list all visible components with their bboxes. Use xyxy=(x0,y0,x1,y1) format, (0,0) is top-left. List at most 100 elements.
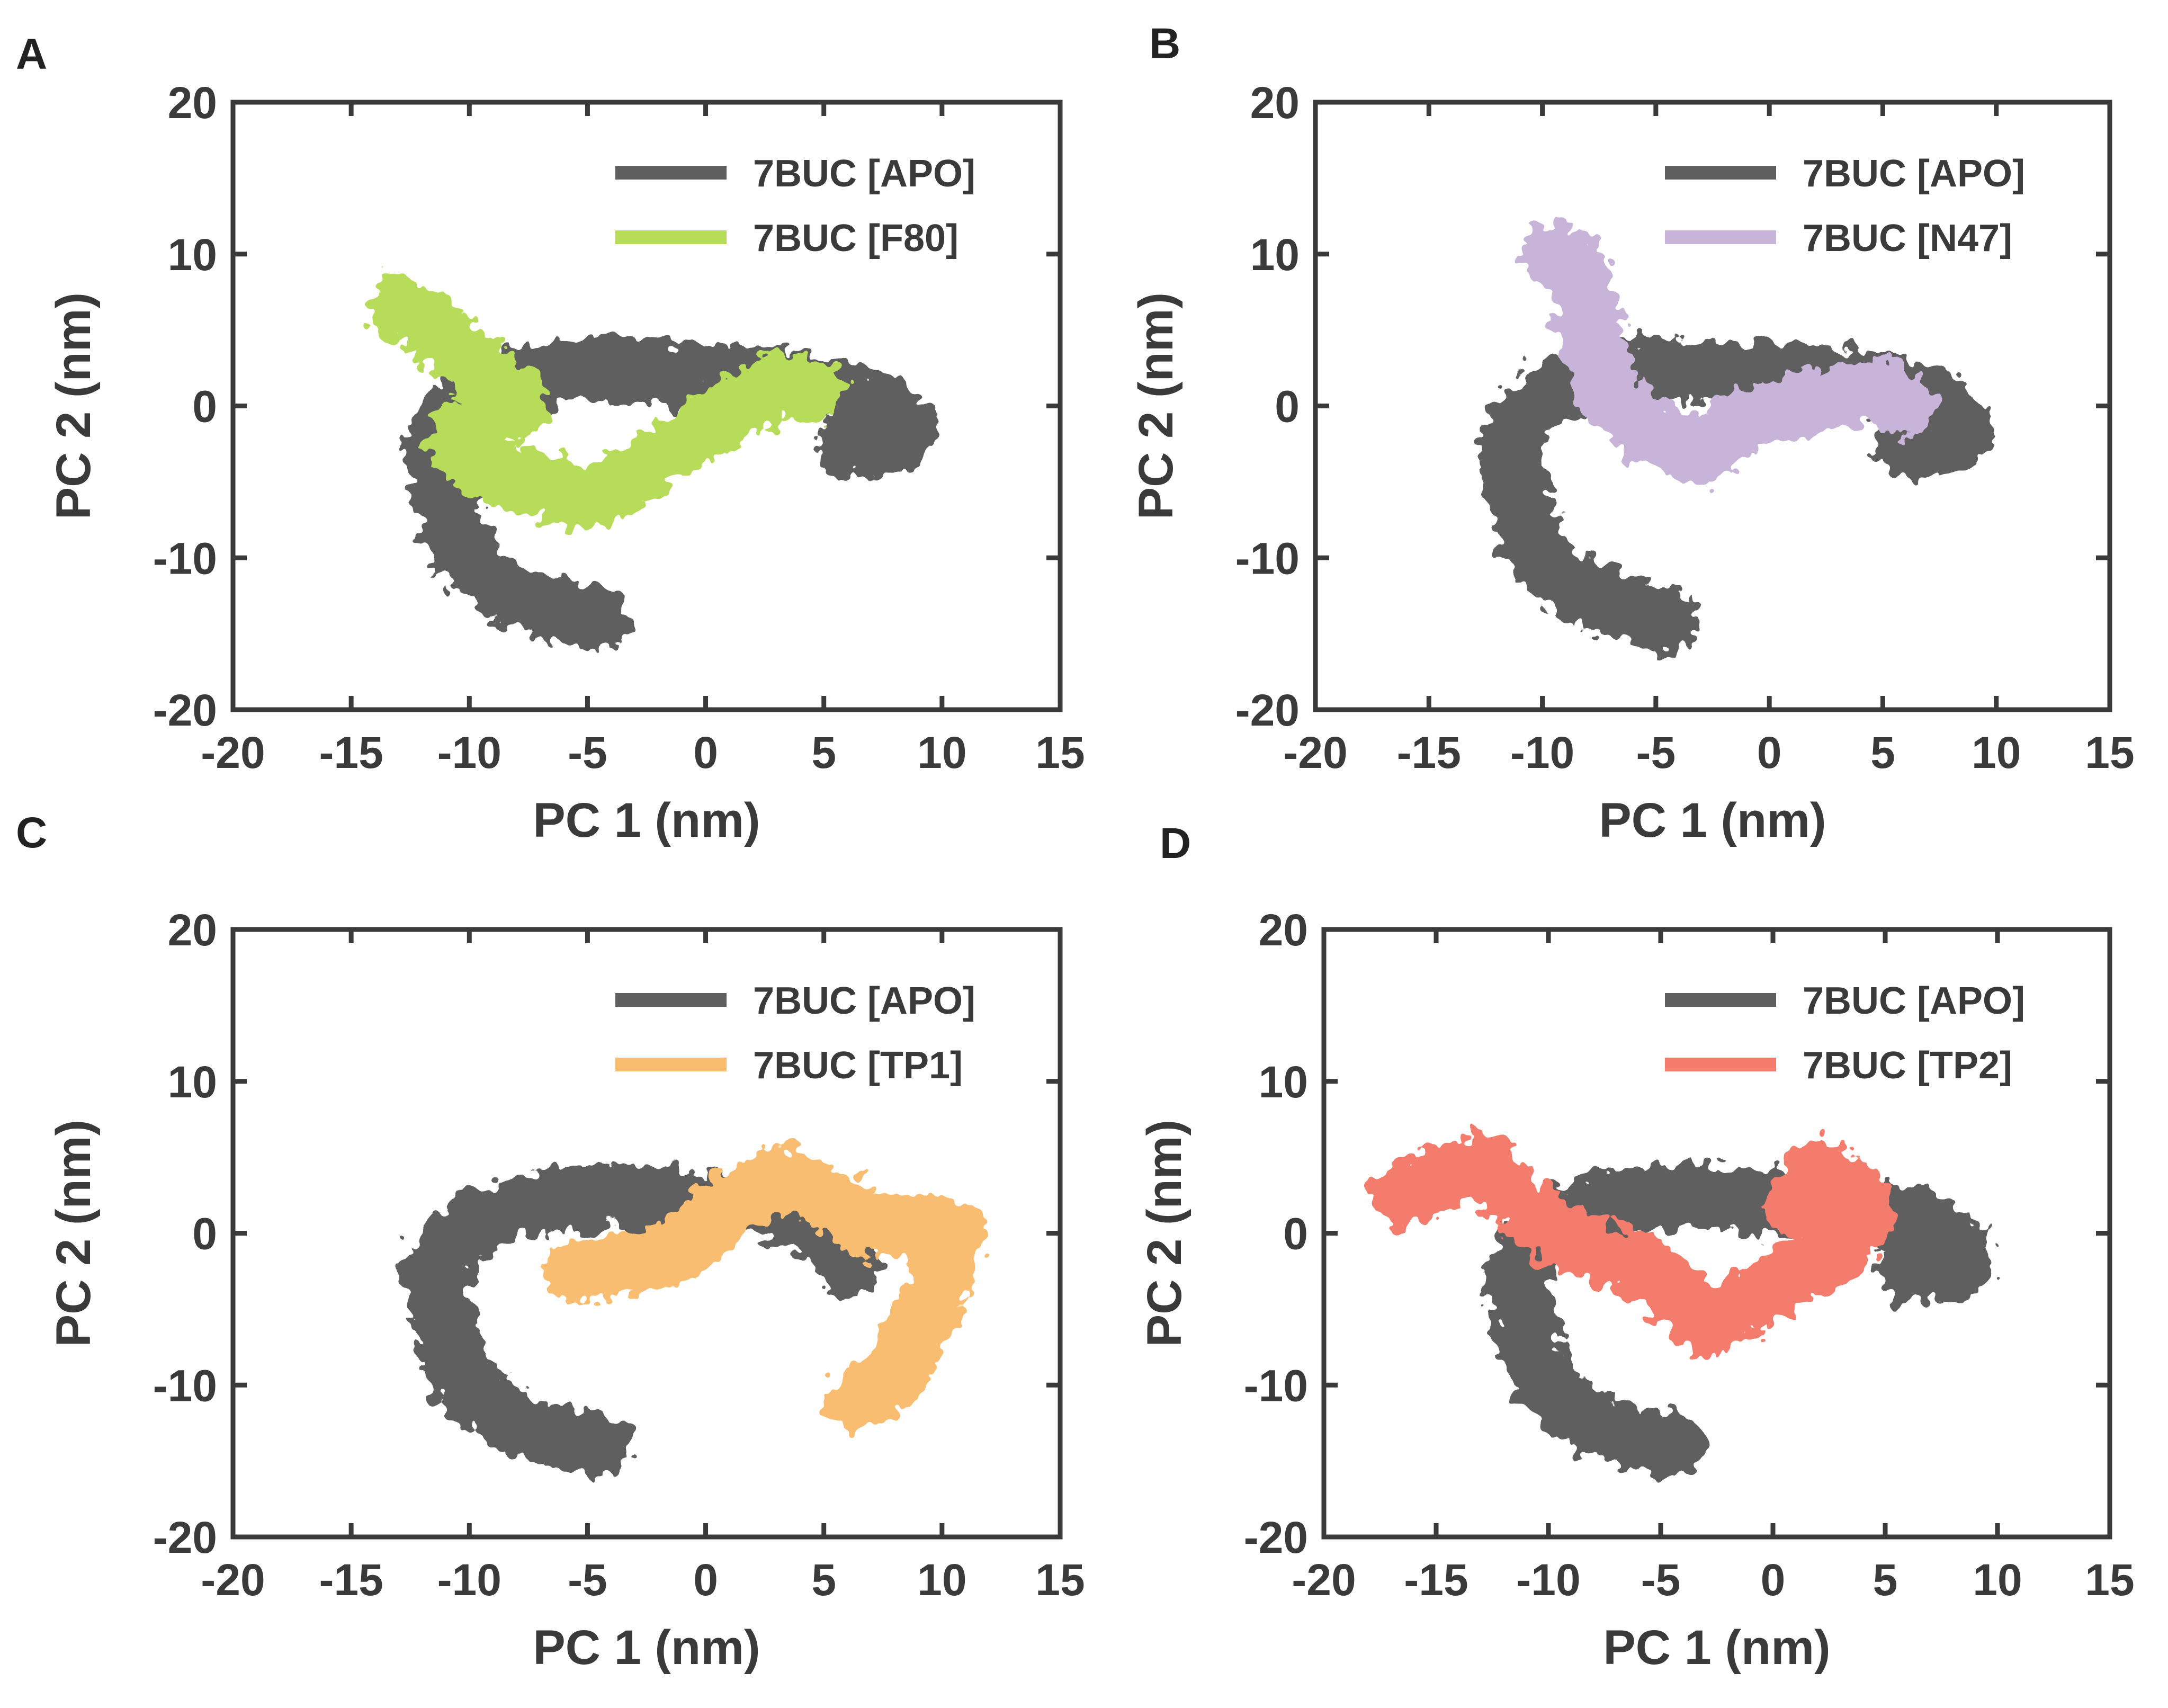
series-0-point xyxy=(1523,360,1584,422)
series-1-point xyxy=(698,382,760,444)
x-tick-label: 10 xyxy=(1973,1555,2022,1605)
series-1-point xyxy=(486,375,548,437)
plot-area xyxy=(1476,222,1994,650)
y-axis-label: PC 2 (nm) xyxy=(1137,1120,1191,1347)
series-0-point xyxy=(580,337,642,399)
series-1-point xyxy=(651,413,713,475)
series-1-point xyxy=(1580,368,1642,430)
series-1-point xyxy=(911,1248,973,1310)
series-1-group xyxy=(366,275,844,529)
panel-label: B xyxy=(1149,20,1180,68)
x-axis-label: PC 1 (nm) xyxy=(1603,1621,1830,1675)
series-1-point xyxy=(746,1149,808,1211)
y-tick-label: -10 xyxy=(153,533,217,583)
x-tick-label: 5 xyxy=(811,728,836,777)
series-0-point xyxy=(1922,1240,1984,1302)
y-tick-label: 0 xyxy=(192,1209,217,1259)
x-tick-label: 0 xyxy=(1761,1555,1786,1605)
x-tick-label: -10 xyxy=(1510,728,1574,777)
legend: 7BUC [APO] 7BUC [F80] xyxy=(615,153,975,260)
series-1-group xyxy=(1370,1133,1895,1356)
series-1-point xyxy=(1719,1271,1781,1333)
legend-label-0: 7BUC [APO] xyxy=(753,980,975,1022)
x-tick-label: -10 xyxy=(1516,1555,1580,1605)
series-1-point xyxy=(1806,368,1868,430)
x-tick-label: -5 xyxy=(568,1555,607,1605)
y-tick-label: -20 xyxy=(153,1513,217,1562)
series-1-point xyxy=(1670,421,1732,482)
x-tick-label: -20 xyxy=(201,728,265,777)
series-1-point xyxy=(840,1195,902,1257)
y-tick-label: 20 xyxy=(168,78,217,128)
y-tick-label: -20 xyxy=(153,685,217,735)
x-tick-label: -20 xyxy=(201,1555,265,1605)
series-0-point xyxy=(1719,1172,1781,1234)
legend-label-1: 7BUC [TP2] xyxy=(1803,1044,2012,1087)
y-tick-label: -20 xyxy=(1235,685,1300,735)
series-1-point xyxy=(781,360,843,422)
series-1-point xyxy=(698,1172,760,1234)
x-tick-label: -20 xyxy=(1283,728,1347,777)
x-tick-label: -15 xyxy=(1397,728,1461,777)
y-axis-label: PC 2 (nm) xyxy=(1129,292,1183,520)
chart-panel-c: C -20 -15 -10 -5 0 5 10 15 -20 -10 0 10 20 PC 1 (nm) PC… xyxy=(16,809,1085,1675)
series-1-group xyxy=(1522,222,1938,484)
x-tick-label: 15 xyxy=(1035,1555,1085,1605)
y-tick-label: 20 xyxy=(1250,78,1300,128)
y-tick-label: -10 xyxy=(1244,1361,1308,1410)
x-tick-label: 15 xyxy=(2085,728,2134,777)
series-1-point xyxy=(557,466,619,528)
series-1-point xyxy=(1875,375,1937,437)
legend: 7BUC [APO] 7BUC [N47] xyxy=(1665,153,2025,260)
x-axis-label: PC 1 (nm) xyxy=(533,793,760,847)
x-tick-label: -15 xyxy=(1404,1555,1468,1605)
legend-label-0: 7BUC [APO] xyxy=(753,153,975,195)
plot-area xyxy=(366,275,938,650)
series-0-point xyxy=(817,413,879,475)
x-tick-label: -5 xyxy=(1641,1555,1681,1605)
x-tick-label: 0 xyxy=(693,728,718,777)
series-1-point xyxy=(545,1240,607,1302)
legend-label-0: 7BUC [APO] xyxy=(1803,153,2025,195)
x-tick-label: 10 xyxy=(917,1555,966,1605)
y-tick-label: 20 xyxy=(1259,905,1308,955)
series-0-point xyxy=(1877,1240,1939,1302)
legend-label-0: 7BUC [APO] xyxy=(1803,980,2025,1022)
panel-label: D xyxy=(1160,819,1191,868)
x-tick-label: 0 xyxy=(1757,728,1782,777)
series-0-point xyxy=(1647,337,1709,399)
series-0-point xyxy=(533,580,595,642)
y-tick-label: 0 xyxy=(1275,382,1300,432)
series-1-point xyxy=(497,451,559,513)
x-tick-label: -10 xyxy=(437,1555,501,1605)
series-0-point xyxy=(450,1187,512,1249)
y-tick-label: -20 xyxy=(1244,1513,1308,1562)
x-tick-label: -15 xyxy=(319,1555,383,1605)
x-axis-label: PC 1 (nm) xyxy=(533,1621,760,1675)
y-tick-label: -10 xyxy=(1235,533,1300,583)
panel-label: C xyxy=(16,809,47,857)
y-tick-label: 10 xyxy=(1250,230,1300,280)
series-1-point xyxy=(604,443,666,505)
series-0-point xyxy=(864,413,926,475)
plot-area xyxy=(402,1148,986,1478)
series-0-point xyxy=(509,1172,571,1234)
y-tick-label: 0 xyxy=(1283,1209,1308,1259)
series-0-point xyxy=(651,345,713,407)
series-1-point xyxy=(604,1232,666,1294)
series-1-point xyxy=(651,1218,713,1280)
y-axis-label: PC 2 (nm) xyxy=(47,292,101,520)
series-0-point xyxy=(1920,413,1982,475)
x-axis-label: PC 1 (nm) xyxy=(1599,793,1826,847)
y-tick-label: 0 xyxy=(192,382,217,432)
legend: 7BUC [APO] 7BUC [TP1] xyxy=(615,980,975,1087)
series-1-point xyxy=(1764,1172,1826,1234)
x-tick-label: 15 xyxy=(1035,728,1085,777)
series-1-point xyxy=(1761,375,1823,437)
x-tick-label: -15 xyxy=(319,728,383,777)
x-tick-label: -20 xyxy=(1292,1555,1356,1605)
series-0-point xyxy=(533,1407,595,1469)
y-tick-label: -10 xyxy=(153,1361,217,1410)
x-tick-label: -5 xyxy=(568,728,607,777)
